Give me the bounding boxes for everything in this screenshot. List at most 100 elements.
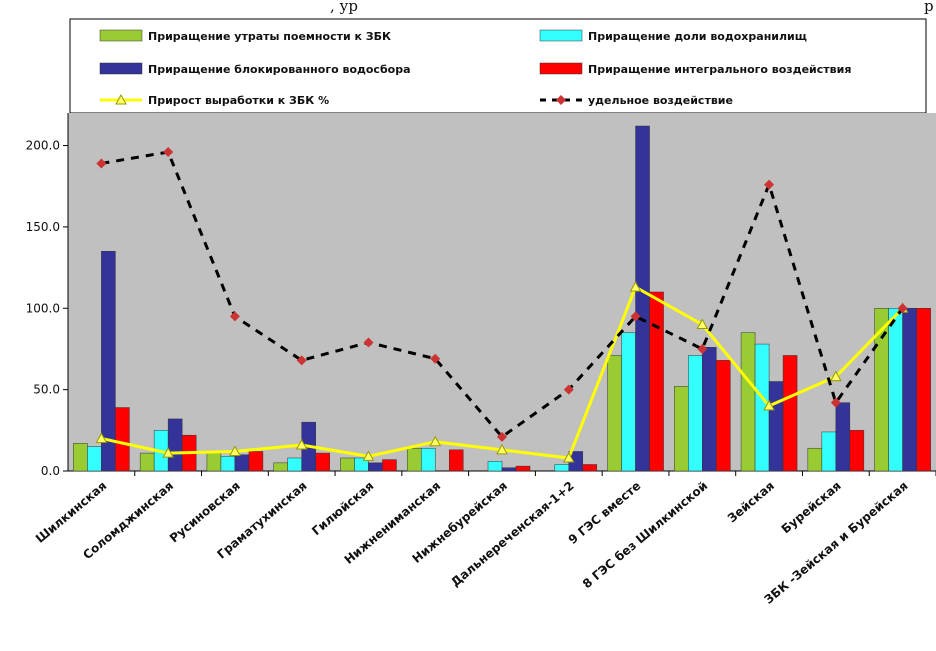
bar [716,360,731,472]
triangle-marker [829,370,842,382]
bar [649,291,664,472]
y-tick-label: 150.0 [26,220,60,234]
legend-diamond [556,95,566,105]
bar [420,447,436,472]
category-label: Дальнереченская-1+2 [448,479,576,590]
bar [554,464,570,472]
x-labels: ШилкинскаяСоломджинскаяРусиновскаяГрамат… [33,479,911,607]
bar [768,381,784,472]
triangle-marker [496,443,508,455]
diamond-marker [163,147,174,158]
bars [73,125,936,476]
triangle-marker [162,447,175,458]
legend-label: Прирост выработки к ЗБК % [148,94,329,107]
bar [248,451,264,472]
header-fragment: , ур [330,0,358,15]
bar [115,407,130,472]
bar [782,355,798,472]
bar [487,460,503,472]
bar [287,457,302,472]
legend-swatch [539,62,583,75]
category-label: Бурейская [779,479,844,537]
bar [740,332,756,472]
bar [448,449,464,472]
bar [821,431,837,472]
lines [95,147,909,463]
y-tick-label: 50.0 [33,383,60,397]
category-label: Гилюйская [309,479,376,539]
legend: Приращение утраты поемности к ЗБК Прираще… [99,29,851,107]
header-fragment-tail: р [924,0,934,15]
triangle-marker [429,435,442,447]
triangle-marker [295,438,308,450]
category-label: ЗБК -Зейская и Бурейская [762,479,911,607]
bar [621,332,636,472]
diamond-marker [497,431,507,442]
triangle-marker [362,450,375,461]
triangle-marker [562,451,575,463]
bar [368,462,383,472]
bar [382,459,397,472]
bar [139,452,155,472]
bar [234,454,250,472]
bar [87,446,102,472]
triangle-marker [629,281,642,292]
bar [688,355,703,472]
diamond-marker [229,311,240,322]
bar [273,462,288,472]
diamond-marker [897,303,908,314]
triangle-marker [696,318,709,330]
plot-area [68,113,936,471]
bar [849,430,865,472]
y-tick-label: 0.0 [41,464,60,478]
bar [674,386,689,472]
legend-label: Приращение доли водохранилищ [588,30,807,43]
bar [835,402,851,472]
legend-swatch [539,29,583,42]
y-tick-label: 100.0 [26,301,60,315]
category-label: Зейская [725,479,777,526]
diamond-marker [296,355,307,366]
diamond-marker [96,158,107,169]
legend-swatch [99,29,143,42]
bar [167,418,183,472]
diamond-marker [363,337,374,348]
y-tick-label: 200.0 [26,139,60,153]
bar [902,308,917,472]
triangle-marker [95,432,108,443]
bar [101,251,116,472]
bar [501,467,517,472]
legend-triangle [115,93,127,105]
bar [340,457,355,472]
y-ticks: 0.0 50.0 100.0 150.0 200.0 [26,139,68,478]
category-label: 8 ГЭС без Шилкинской [580,479,710,592]
diamond-marker [430,353,441,364]
bar [702,347,717,472]
legend-label: Приращение интегрального воздействия [588,63,851,76]
diamond-marker [764,179,775,190]
bar [807,447,823,472]
bar [607,355,622,472]
diamond-marker [697,343,708,354]
legend-label: удельное воздействие [588,94,733,107]
bar [515,465,531,472]
triangle-marker [229,445,241,456]
bar [73,443,88,472]
diamond-marker [830,397,841,408]
legend-swatch [99,62,143,75]
bar [315,452,330,472]
triangle-marker [763,399,775,411]
diamond-marker [563,384,574,395]
bar [635,125,650,472]
bar [582,464,598,472]
bar [916,308,931,472]
legend-label: Приращение утраты поемности к ЗБК [148,30,391,43]
diamond-marker [630,311,641,322]
bar [220,456,236,472]
bar [888,308,903,472]
bar [206,452,222,472]
legend-label: Приращение блокированного водосбора [148,63,411,76]
bar [406,447,422,472]
legend-box [69,18,927,114]
